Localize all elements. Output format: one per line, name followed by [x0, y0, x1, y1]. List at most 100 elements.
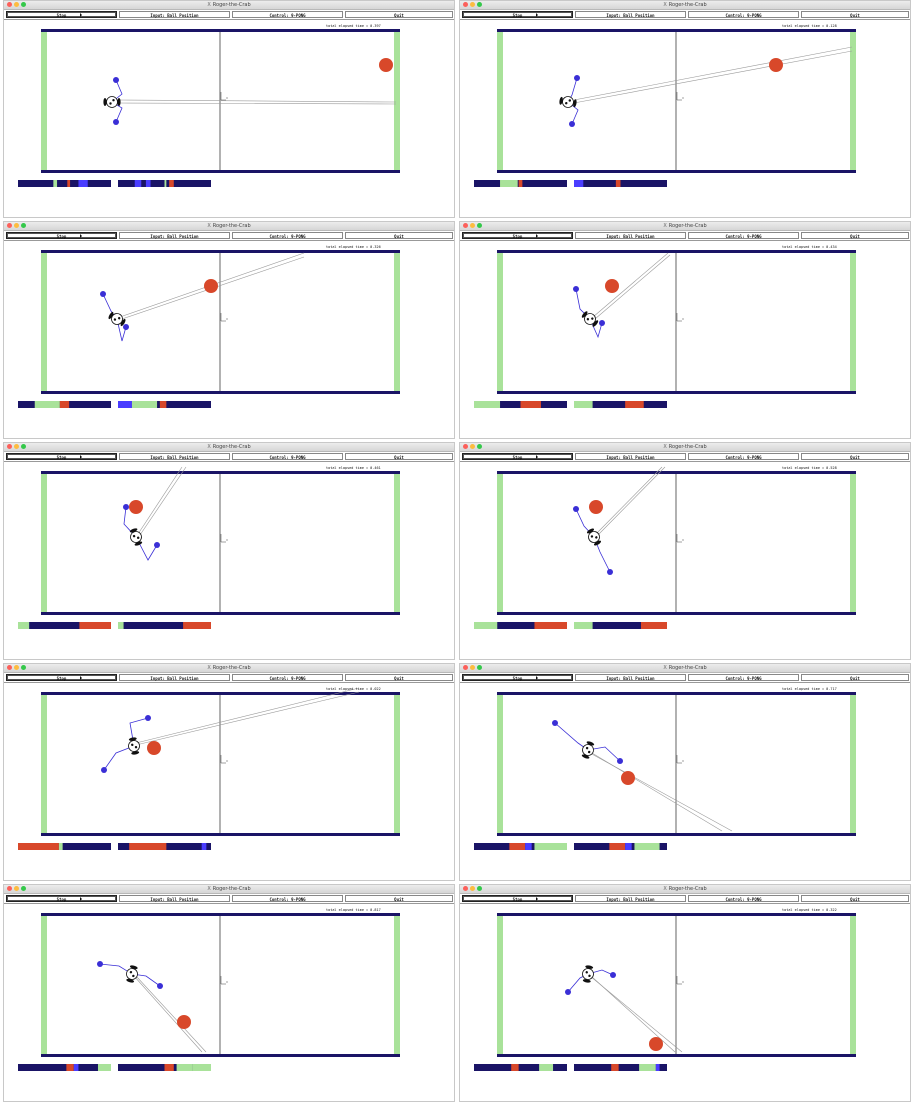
- minimize-window-button[interactable]: [470, 665, 475, 670]
- input-ball-position-button[interactable]: Input: Ball Position: [119, 11, 230, 18]
- quit-button[interactable]: Quit: [801, 895, 909, 902]
- elapsed-time-label: total elapsed time =: [782, 687, 825, 691]
- close-window-button[interactable]: [7, 2, 12, 7]
- control-9-pong-button[interactable]: Control: 9-PONG: [232, 895, 343, 902]
- zoom-window-button[interactable]: [21, 223, 26, 228]
- control-9-pong-button[interactable]: Control: 9-PONG: [688, 895, 799, 902]
- quit-button[interactable]: Quit: [345, 11, 453, 18]
- window-title-text: Roger-the-Crab: [668, 444, 707, 450]
- quit-button[interactable]: Quit: [345, 895, 453, 902]
- mouse-cursor-icon: [536, 676, 538, 680]
- roger-robot-icon: [128, 737, 140, 755]
- ball: [621, 771, 635, 785]
- stop-button[interactable]: Stop: [6, 232, 117, 239]
- right-wall: [850, 253, 856, 391]
- zoom-window-button[interactable]: [477, 444, 482, 449]
- quit-button[interactable]: Quit: [801, 232, 909, 239]
- minimize-window-button[interactable]: [14, 223, 19, 228]
- roger-robot-icon: [581, 741, 595, 759]
- image-sensor-bar: [574, 622, 667, 629]
- zoom-window-button[interactable]: [21, 2, 26, 7]
- sensor-bar-segment: [59, 401, 70, 408]
- input-ball-position-button[interactable]: Input: Ball Position: [575, 674, 686, 681]
- quit-button[interactable]: Quit: [345, 453, 453, 460]
- control-9-pong-button[interactable]: Control: 9-PONG: [688, 11, 799, 18]
- simulator-window: X Roger-the-Crab Stop Input: Ball Positio…: [459, 442, 911, 660]
- zoom-window-button[interactable]: [477, 2, 482, 7]
- window-title-text: Roger-the-Crab: [668, 665, 707, 671]
- input-ball-position-button[interactable]: Input: Ball Position: [119, 895, 230, 902]
- quit-button[interactable]: Quit: [345, 674, 453, 681]
- control-9-pong-button[interactable]: Control: 9-PONG: [232, 232, 343, 239]
- minimize-window-button[interactable]: [14, 886, 19, 891]
- zoom-window-button[interactable]: [477, 665, 482, 670]
- gaze-ray: [137, 466, 183, 535]
- input-ball-position-button[interactable]: Input: Ball Position: [575, 895, 686, 902]
- quit-button[interactable]: Quit: [801, 11, 909, 18]
- zoom-window-button[interactable]: [477, 223, 482, 228]
- left-wall: [497, 253, 503, 391]
- minimize-window-button[interactable]: [470, 444, 475, 449]
- close-window-button[interactable]: [463, 2, 468, 7]
- close-window-button[interactable]: [7, 886, 12, 891]
- zoom-window-button[interactable]: [21, 444, 26, 449]
- gaze-ray: [133, 975, 203, 1053]
- input-ball-position-button[interactable]: Input: Ball Position: [575, 232, 686, 239]
- close-window-button[interactable]: [7, 444, 12, 449]
- stop-button[interactable]: Stop: [462, 232, 573, 239]
- control-9-pong-button[interactable]: Control: 9-PONG: [688, 232, 799, 239]
- minimize-window-button[interactable]: [470, 223, 475, 228]
- minimize-window-button[interactable]: [470, 886, 475, 891]
- control-9-pong-button[interactable]: Control: 9-PONG: [232, 453, 343, 460]
- stop-button[interactable]: Stop: [462, 674, 573, 681]
- sensor-bar-segment: [534, 843, 567, 850]
- input-ball-position-button[interactable]: Input: Ball Position: [119, 674, 230, 681]
- sensor-bar-segment: [134, 180, 142, 187]
- sensor-bar-segment: [539, 1064, 554, 1071]
- left-wall: [41, 32, 47, 170]
- input-ball-position-button[interactable]: Input: Ball Position: [575, 453, 686, 460]
- close-window-button[interactable]: [463, 444, 468, 449]
- close-window-button[interactable]: [7, 223, 12, 228]
- stop-button[interactable]: Stop: [6, 453, 117, 460]
- elapsed-time-label: total elapsed time =: [326, 466, 369, 470]
- input-ball-position-button[interactable]: Input: Ball Position: [119, 232, 230, 239]
- stop-button[interactable]: Stop: [6, 674, 117, 681]
- elapsed-time-label: total elapsed time =: [326, 245, 369, 249]
- control-9-pong-button[interactable]: Control: 9-PONG: [688, 453, 799, 460]
- sensor-bar-segment: [640, 622, 667, 629]
- left-wall: [41, 695, 47, 833]
- zoom-window-button[interactable]: [477, 886, 482, 891]
- stop-button[interactable]: Stop: [462, 453, 573, 460]
- quit-button[interactable]: Quit: [801, 453, 909, 460]
- minimize-window-button[interactable]: [470, 2, 475, 7]
- minimize-window-button[interactable]: [14, 444, 19, 449]
- end-effector-dot: [154, 542, 160, 548]
- zoom-window-button[interactable]: [21, 886, 26, 891]
- stop-button[interactable]: Stop: [6, 11, 117, 18]
- close-window-button[interactable]: [463, 886, 468, 891]
- zoom-window-button[interactable]: [21, 665, 26, 670]
- quit-button[interactable]: Quit: [345, 232, 453, 239]
- control-9-pong-button[interactable]: Control: 9-PONG: [232, 11, 343, 18]
- input-ball-position-button[interactable]: Input: Ball Position: [119, 453, 230, 460]
- control-9-pong-button[interactable]: Control: 9-PONG: [232, 674, 343, 681]
- end-effector-dot: [607, 569, 613, 575]
- playfield-svg: [474, 692, 856, 850]
- minimize-window-button[interactable]: [14, 2, 19, 7]
- roger-robot-icon: [586, 528, 602, 546]
- stop-button[interactable]: Stop: [462, 895, 573, 902]
- close-window-button[interactable]: [463, 223, 468, 228]
- close-window-button[interactable]: [7, 665, 12, 670]
- bottom-frame-bar: [41, 833, 400, 836]
- window-title: X Roger-the-Crab: [4, 885, 454, 893]
- sensor-bar-segment: [79, 622, 111, 629]
- control-9-pong-button[interactable]: Control: 9-PONG: [688, 674, 799, 681]
- stop-button[interactable]: Stop: [462, 11, 573, 18]
- quit-button[interactable]: Quit: [801, 674, 909, 681]
- elapsed-time-readout: total elapsed time = 0.326: [326, 245, 381, 249]
- minimize-window-button[interactable]: [14, 665, 19, 670]
- stop-button[interactable]: Stop: [6, 895, 117, 902]
- input-ball-position-button[interactable]: Input: Ball Position: [575, 11, 686, 18]
- close-window-button[interactable]: [463, 665, 468, 670]
